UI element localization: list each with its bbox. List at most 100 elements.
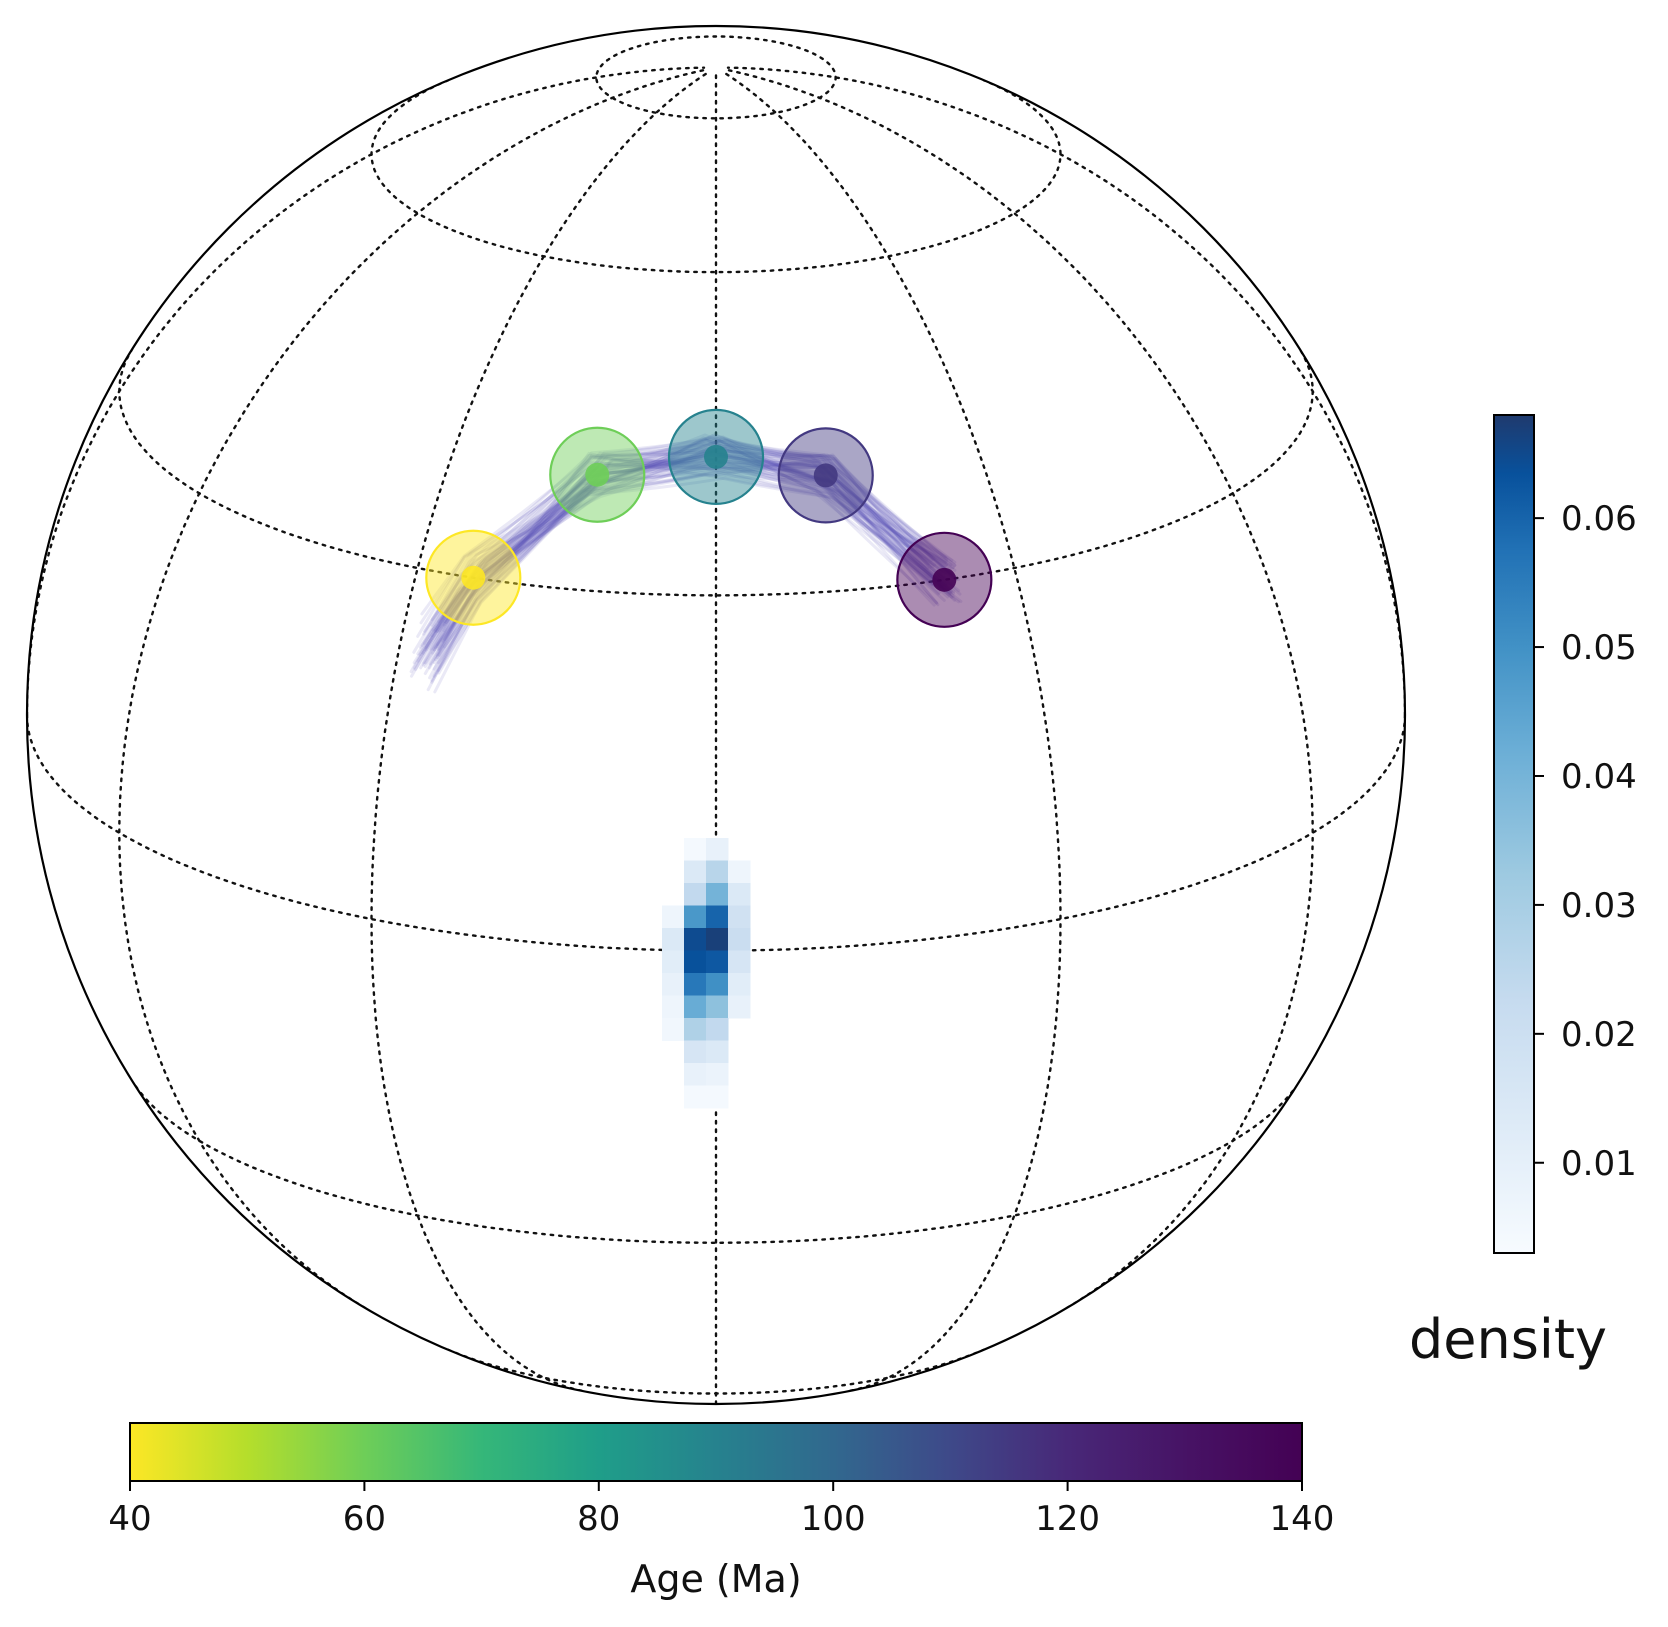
density-cell bbox=[662, 995, 685, 1019]
pole-path-line bbox=[442, 466, 956, 616]
pole-path-line bbox=[444, 462, 949, 625]
pole-path-line bbox=[437, 451, 936, 675]
age-tick-label: 60 bbox=[343, 1499, 386, 1539]
pole-path-line bbox=[430, 476, 937, 655]
age-colorbar-label: Age (Ma) bbox=[630, 1557, 801, 1601]
density-cell bbox=[684, 1085, 707, 1109]
pole-marker bbox=[704, 444, 728, 469]
parallel-line bbox=[370, 78, 1062, 274]
meridian-line bbox=[726, 66, 1405, 717]
age-colorbar-ticks: 40 60 80 100 120 140 bbox=[108, 1481, 1334, 1539]
density-tick-label: 0.05 bbox=[1561, 628, 1637, 668]
globe-outline bbox=[25, 24, 1407, 1406]
density-cell bbox=[728, 950, 751, 974]
density-cell bbox=[684, 1063, 707, 1086]
density-cell bbox=[706, 928, 729, 951]
density-tick-label: 0.01 bbox=[1561, 1144, 1637, 1184]
density-cell bbox=[684, 995, 707, 1019]
pole-path-line bbox=[412, 438, 936, 670]
density-tick-label: 0.06 bbox=[1561, 499, 1637, 539]
density-cell bbox=[706, 950, 729, 974]
density-cell bbox=[684, 973, 707, 996]
pole-path-line bbox=[430, 455, 955, 684]
density-cell bbox=[706, 1085, 729, 1109]
density-cell bbox=[662, 905, 685, 929]
pole-marker bbox=[585, 462, 610, 487]
pole-path-line bbox=[429, 436, 956, 651]
density-colorbar-ticks: 0.01 0.02 0.03 0.04 0.05 0.06 bbox=[1534, 499, 1637, 1184]
meridian-line bbox=[725, 68, 1314, 1310]
density-cell bbox=[706, 1040, 729, 1064]
density-colorbar-gradient bbox=[1493, 414, 1535, 1254]
density-cell bbox=[684, 883, 707, 906]
density-cell bbox=[728, 928, 751, 951]
pole-path-line bbox=[442, 438, 940, 624]
density-cell bbox=[706, 883, 729, 906]
age-tick-label: 120 bbox=[1035, 1499, 1100, 1539]
pole-path-line bbox=[410, 468, 961, 678]
density-cell bbox=[706, 905, 729, 929]
pole-path-line bbox=[432, 437, 947, 671]
paleomagnetic-poles bbox=[425, 408, 993, 628]
pole-path-line bbox=[434, 437, 953, 662]
pole-path-line bbox=[419, 438, 937, 670]
pole-path-line bbox=[416, 472, 933, 638]
parallel-line bbox=[595, 35, 837, 120]
meridian-line bbox=[27, 66, 706, 717]
pole-path-line bbox=[432, 436, 936, 678]
density-tick-label: 0.02 bbox=[1561, 1015, 1637, 1055]
parallel-line bbox=[134, 1085, 1298, 1245]
pole-path-line bbox=[435, 469, 935, 634]
pole-path-line bbox=[412, 458, 936, 654]
pole-path-line bbox=[412, 472, 941, 665]
density-heatmap bbox=[662, 838, 751, 1109]
density-cell bbox=[706, 1063, 729, 1086]
density-cell bbox=[684, 928, 707, 951]
pole-marker bbox=[932, 567, 957, 592]
meridian-line bbox=[118, 68, 707, 1310]
pole-path-line bbox=[420, 434, 940, 616]
age-tick-label: 140 bbox=[1270, 1499, 1335, 1539]
pole-path-line bbox=[443, 457, 946, 641]
density-tick-label: 0.03 bbox=[1561, 886, 1637, 926]
density-cell bbox=[728, 995, 751, 1019]
graticule bbox=[27, 35, 1405, 1404]
density-cell bbox=[662, 928, 685, 951]
pole-marker bbox=[813, 463, 838, 488]
density-cell bbox=[684, 1040, 707, 1064]
density-cell bbox=[706, 1018, 729, 1041]
age-colorbar-gradient bbox=[129, 1422, 1303, 1482]
pole-path-line bbox=[430, 443, 957, 682]
pole-marker bbox=[461, 565, 486, 590]
density-cell bbox=[706, 995, 729, 1019]
density-cell bbox=[684, 905, 707, 929]
pole-path-line bbox=[431, 437, 957, 632]
pole-path-line bbox=[436, 453, 953, 646]
pole-path-line bbox=[419, 446, 944, 625]
meridian-line bbox=[370, 70, 712, 1392]
density-cell bbox=[684, 860, 707, 884]
age-tick-label: 80 bbox=[577, 1499, 620, 1539]
density-cell bbox=[662, 1018, 685, 1041]
pole-path-line bbox=[426, 454, 953, 692]
density-colorbar: 0.01 0.02 0.03 0.04 0.05 0.06 density bbox=[1409, 414, 1637, 1371]
density-cell bbox=[728, 883, 751, 906]
density-cell bbox=[728, 860, 751, 884]
parallel-line bbox=[118, 347, 1314, 597]
density-cell bbox=[728, 973, 751, 996]
density-cell bbox=[706, 973, 729, 996]
density-cell bbox=[684, 950, 707, 974]
density-cell bbox=[706, 838, 729, 861]
pole-path-line bbox=[442, 439, 947, 633]
density-cell bbox=[728, 905, 751, 929]
density-colorbar-label: density bbox=[1409, 1308, 1607, 1371]
pole-path-line bbox=[432, 433, 936, 651]
density-cell bbox=[684, 838, 707, 861]
age-tick-label: 40 bbox=[108, 1499, 151, 1539]
meridian-line bbox=[720, 70, 1062, 1392]
density-cell bbox=[706, 860, 729, 884]
pole-path-line bbox=[443, 442, 951, 616]
density-cell bbox=[662, 950, 685, 974]
age-tick-label: 100 bbox=[801, 1499, 866, 1539]
